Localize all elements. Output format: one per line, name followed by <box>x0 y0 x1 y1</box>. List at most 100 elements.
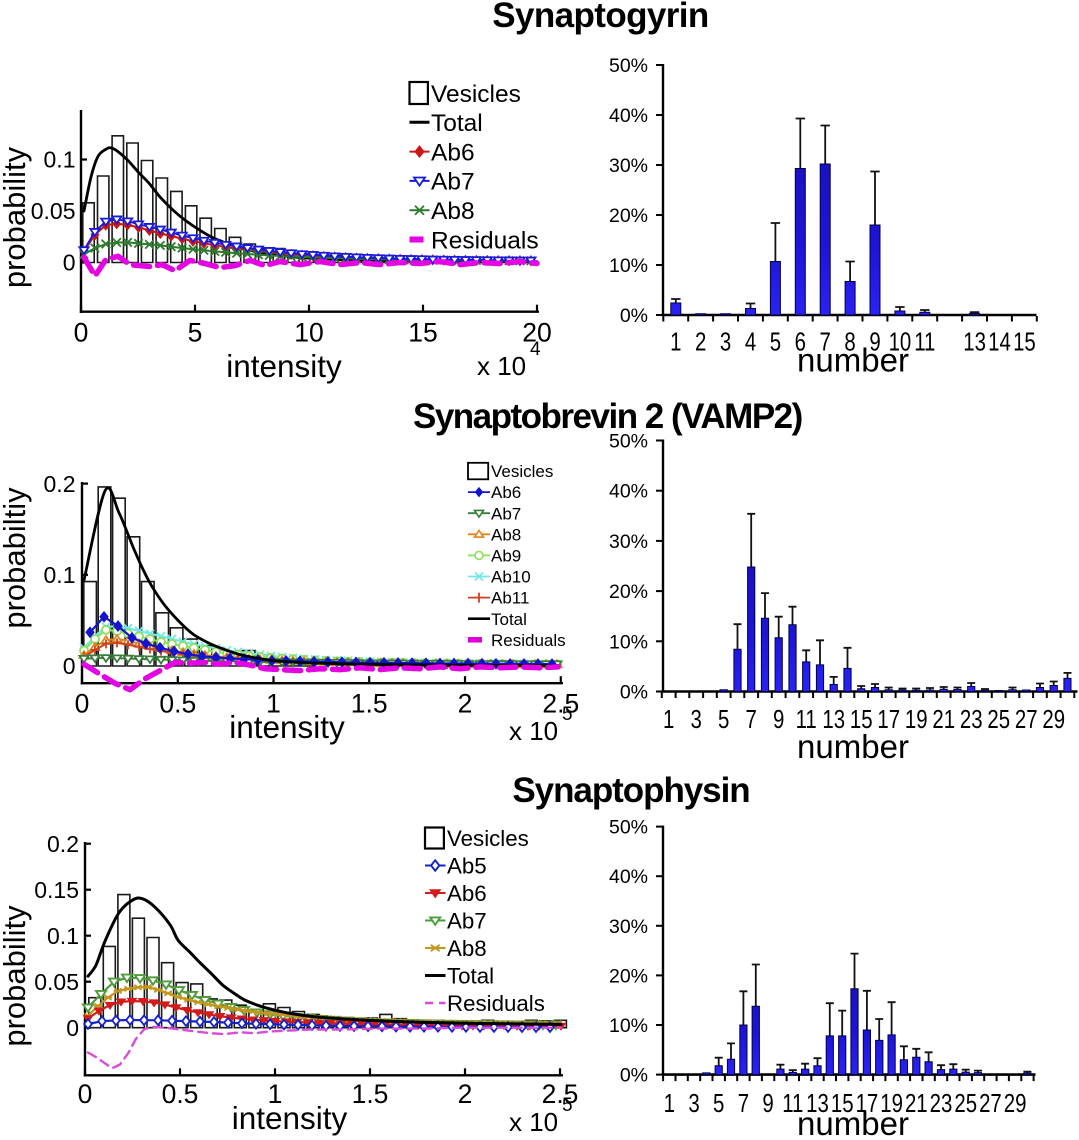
svg-text:20%: 20% <box>609 581 648 603</box>
svg-text:0.5: 0.5 <box>162 1079 199 1109</box>
svg-text:5: 5 <box>562 704 573 725</box>
svg-text:5: 5 <box>713 1089 724 1118</box>
svg-text:Synaptophysin: Synaptophysin <box>512 771 749 810</box>
svg-text:2.5: 2.5 <box>542 689 579 719</box>
svg-text:Vesicles: Vesicles <box>447 826 529 851</box>
svg-text:Residuals: Residuals <box>447 991 545 1016</box>
svg-text:1: 1 <box>663 705 674 734</box>
svg-text:21: 21 <box>905 1089 928 1118</box>
svg-text:23: 23 <box>930 1089 953 1118</box>
svg-text:9: 9 <box>762 1089 773 1118</box>
svg-text:Ab6: Ab6 <box>431 139 475 166</box>
svg-text:1: 1 <box>670 327 681 356</box>
svg-text:30%: 30% <box>609 531 648 553</box>
svg-text:Total: Total <box>447 964 494 989</box>
svg-text:29: 29 <box>1004 1089 1027 1118</box>
svg-text:15: 15 <box>408 318 437 348</box>
svg-text:11: 11 <box>782 1089 803 1118</box>
svg-text:20%: 20% <box>609 205 648 227</box>
svg-text:0%: 0% <box>620 1065 648 1087</box>
svg-text:Vesicles: Vesicles <box>491 462 553 481</box>
svg-text:0: 0 <box>78 1079 93 1109</box>
svg-text:5: 5 <box>718 705 729 734</box>
svg-text:20: 20 <box>522 318 551 348</box>
svg-text:40%: 40% <box>609 481 648 503</box>
svg-text:23: 23 <box>960 705 983 734</box>
svg-text:27: 27 <box>979 1089 1002 1118</box>
svg-text:9: 9 <box>869 327 880 356</box>
svg-text:Ab8: Ab8 <box>447 936 487 961</box>
svg-text:1.5: 1.5 <box>351 689 388 719</box>
svg-text:intensity: intensity <box>226 348 342 384</box>
svg-text:0.15: 0.15 <box>34 877 79 903</box>
svg-text:10: 10 <box>294 318 323 348</box>
svg-text:2: 2 <box>458 1079 473 1109</box>
svg-text:29: 29 <box>1042 705 1065 734</box>
svg-text:13: 13 <box>806 1089 829 1118</box>
svg-text:0.1: 0.1 <box>44 562 76 588</box>
svg-text:11: 11 <box>796 705 817 734</box>
svg-text:50%: 50% <box>609 431 648 453</box>
svg-text:0.05: 0.05 <box>34 969 79 995</box>
svg-text:probability: probability <box>0 905 32 1047</box>
svg-text:0%: 0% <box>620 305 648 327</box>
svg-text:1: 1 <box>268 1079 283 1109</box>
svg-text:x 10: x 10 <box>509 716 558 746</box>
svg-text:Ab8: Ab8 <box>431 198 475 225</box>
svg-text:Residuals: Residuals <box>431 227 539 254</box>
svg-text:5: 5 <box>188 318 203 348</box>
svg-text:3: 3 <box>688 1089 699 1118</box>
svg-text:Ab9: Ab9 <box>491 547 521 566</box>
svg-text:1: 1 <box>664 1089 675 1118</box>
svg-text:intensity: intensity <box>232 1100 348 1136</box>
svg-text:13: 13 <box>822 705 845 734</box>
svg-text:Total: Total <box>491 610 527 629</box>
svg-text:0.05: 0.05 <box>31 198 76 224</box>
svg-text:6: 6 <box>795 327 806 356</box>
svg-text:Residuals: Residuals <box>491 631 566 650</box>
svg-text:30%: 30% <box>609 916 648 938</box>
svg-text:Total: Total <box>431 110 483 137</box>
svg-text:1.5: 1.5 <box>352 1079 389 1109</box>
svg-text:Ab8: Ab8 <box>491 525 521 544</box>
svg-text:2.5: 2.5 <box>542 1079 579 1109</box>
svg-text:21: 21 <box>932 705 955 734</box>
svg-text:25: 25 <box>987 705 1010 734</box>
svg-text:15: 15 <box>1013 327 1036 356</box>
svg-text:intensity: intensity <box>229 709 345 745</box>
svg-text:Ab7: Ab7 <box>447 909 487 934</box>
svg-text:17: 17 <box>877 705 900 734</box>
svg-text:15: 15 <box>850 705 873 734</box>
svg-text:x 10: x 10 <box>477 351 526 381</box>
svg-text:Ab6: Ab6 <box>447 881 487 906</box>
svg-text:17: 17 <box>856 1089 879 1118</box>
svg-text:8: 8 <box>844 327 855 356</box>
svg-text:10%: 10% <box>609 255 648 277</box>
svg-text:5: 5 <box>562 1095 573 1116</box>
svg-text:probabiltiy: probabiltiy <box>0 487 32 629</box>
svg-text:0.2: 0.2 <box>47 831 79 857</box>
svg-text:0%: 0% <box>620 682 648 704</box>
svg-text:Ab11: Ab11 <box>491 589 529 608</box>
svg-text:9: 9 <box>773 705 784 734</box>
svg-text:4: 4 <box>530 339 541 360</box>
svg-text:15: 15 <box>831 1089 854 1118</box>
svg-text:20%: 20% <box>609 965 648 987</box>
svg-text:50%: 50% <box>609 817 648 839</box>
svg-text:11: 11 <box>914 327 935 356</box>
svg-text:0.5: 0.5 <box>159 689 196 719</box>
svg-text:Synaptogyrin: Synaptogyrin <box>492 0 708 35</box>
svg-text:Vesicles: Vesicles <box>431 81 521 108</box>
svg-text:0: 0 <box>66 1015 79 1041</box>
svg-text:7: 7 <box>746 705 757 734</box>
svg-text:10: 10 <box>889 327 912 356</box>
svg-text:Ab7: Ab7 <box>431 169 475 196</box>
svg-text:2: 2 <box>695 327 706 356</box>
svg-text:Synaptobrevin 2 (VAMP2): Synaptobrevin 2 (VAMP2) <box>413 397 802 436</box>
svg-text:27: 27 <box>1015 705 1038 734</box>
svg-text:2: 2 <box>458 689 473 719</box>
svg-text:Ab7: Ab7 <box>491 504 521 523</box>
svg-text:10%: 10% <box>609 631 648 653</box>
svg-text:1: 1 <box>266 689 281 719</box>
svg-text:0: 0 <box>63 250 76 276</box>
